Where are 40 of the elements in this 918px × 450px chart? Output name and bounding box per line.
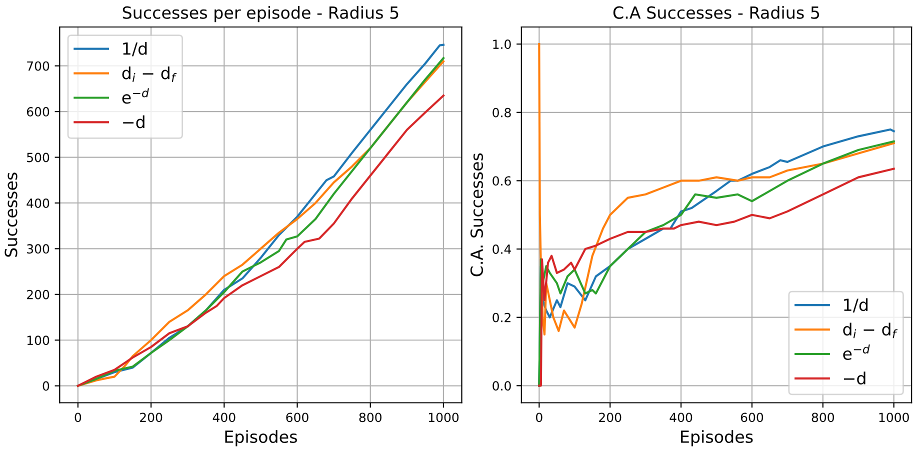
x-axis-title: Episodes xyxy=(681,430,753,446)
y-tick-label: 200 xyxy=(27,290,50,300)
x-tick-label: 600 xyxy=(286,412,308,422)
y-tick-label: 300 xyxy=(27,244,50,254)
x-tick-label: 1000 xyxy=(879,412,909,422)
y-tick-label: 0.6 xyxy=(492,176,511,186)
legend-label: −d xyxy=(844,372,866,385)
x-tick-label: 0 xyxy=(536,412,542,422)
y-tick-label: 0.8 xyxy=(492,108,511,118)
y-tick-label: 0.2 xyxy=(492,312,510,322)
x-tick-label: 800 xyxy=(359,412,382,422)
y-tick-label: 0.4 xyxy=(492,244,511,254)
x-tick-label: 600 xyxy=(740,412,764,422)
y-tick-label: 700 xyxy=(27,61,50,71)
legend-label: e$^{−d}$ xyxy=(122,88,149,104)
y-tick-label: 500 xyxy=(27,152,50,162)
x-tick-label: 0 xyxy=(74,412,82,422)
y-tick-label: 0.0 xyxy=(492,381,511,391)
x-tick-label: 400 xyxy=(212,412,236,422)
x-tick-label: 200 xyxy=(140,412,162,422)
y-tick-label: 100 xyxy=(27,336,50,346)
y-tick-label: 1.0 xyxy=(493,40,511,50)
chart-title: C.A Successes - Radius 5 xyxy=(613,6,820,19)
chart-title: Successes per episode - Radius 5 xyxy=(122,6,398,22)
legend-label: −d xyxy=(123,115,144,128)
y-axis-title: Successes xyxy=(4,172,18,257)
x-tick-label: 400 xyxy=(670,412,692,422)
legend-label: 1/d xyxy=(123,42,147,56)
x-axis-title: Episodes xyxy=(225,430,297,446)
y-tick-label: 0 xyxy=(42,381,50,391)
y-tick-label: 400 xyxy=(26,198,50,208)
y-axis-title: C.A. Successes xyxy=(470,153,484,276)
x-tick-label: 200 xyxy=(599,412,622,422)
y-tick-label: 600 xyxy=(26,107,50,116)
legend-label: d$_{i}$ − d$_{f}$ xyxy=(843,322,898,338)
legend-label: d$_{i}$ − d$_{f}$ xyxy=(122,66,177,82)
x-tick-label: 1000 xyxy=(428,412,459,422)
x-tick-label: 800 xyxy=(812,412,834,422)
legend-label: 1/d xyxy=(844,298,868,312)
legend-label: e$^{−d}$ xyxy=(843,344,870,360)
